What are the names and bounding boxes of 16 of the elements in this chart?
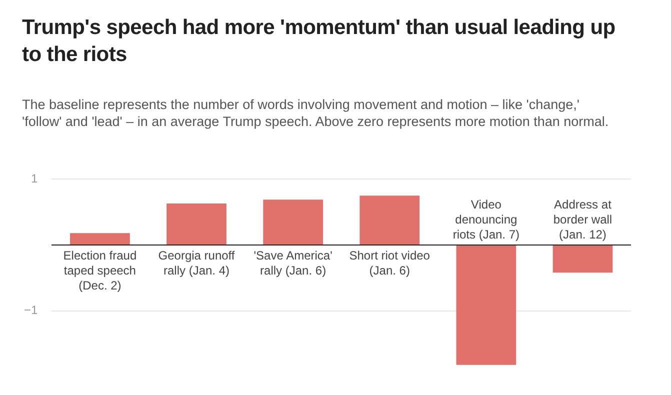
x-tick-label: Address at border wall (Jan. 12): [553, 197, 612, 242]
x-tick-label: Short riot video (Jan. 6): [349, 248, 430, 278]
bar: [360, 196, 420, 245]
bar: [70, 233, 130, 245]
bar: [456, 246, 516, 365]
x-tick-label: Video denouncing riots (Jan. 7): [452, 197, 520, 242]
x-tick-label: 'Save America' rally (Jan. 6): [254, 248, 332, 278]
bar: [263, 200, 323, 245]
chart-subtitle: The baseline represents the number of words involving movement and motion – like 'change,' 'follow' and 'lead' – in an average Trump speech. Above zero represents more motion than normal.: [22, 96, 610, 130]
chart-title: Trump's speech had more 'momentum' than usual leading up to the riots: [22, 15, 616, 68]
bar: [552, 246, 613, 273]
y-tick-label: 1: [30, 172, 38, 186]
x-tick-label: Georgia runoff rally (Jan. 4): [158, 248, 236, 278]
bar: [166, 204, 226, 245]
y-tick-label: −1: [24, 303, 38, 318]
x-tick-label: Election fraud taped speech (Dec. 2): [63, 248, 137, 292]
